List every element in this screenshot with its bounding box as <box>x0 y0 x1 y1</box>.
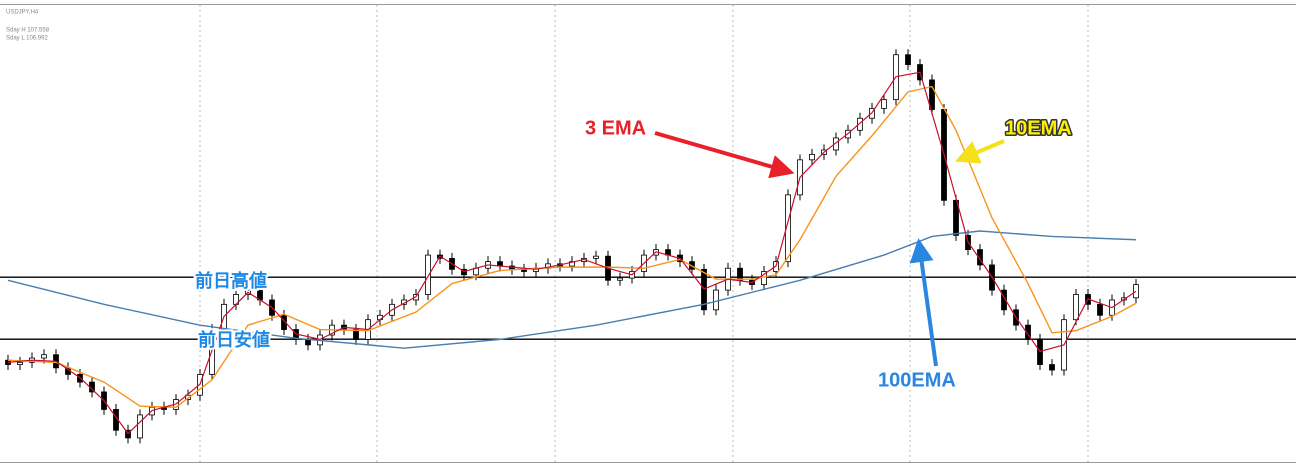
candle-body <box>137 414 143 439</box>
candle-body <box>593 255 599 259</box>
candle-body <box>737 267 743 281</box>
candle-body <box>617 277 623 281</box>
plot <box>0 49 1296 444</box>
candle-body <box>1097 303 1103 316</box>
line-annotation: 10EMA <box>1005 117 1072 139</box>
candle-body <box>17 361 23 365</box>
candle-body <box>1025 324 1031 340</box>
arrows <box>654 131 1005 367</box>
candle-body <box>785 194 791 263</box>
arrow <box>654 131 795 179</box>
ema-line <box>7 85 1137 408</box>
line-annotation: 100EMA <box>878 369 956 391</box>
candle-body <box>353 329 359 340</box>
level-label: 前日安値 <box>198 329 270 350</box>
candle-body <box>809 153 815 161</box>
candle-body <box>425 254 431 295</box>
candle-body <box>881 99 887 109</box>
candle-body <box>905 54 911 65</box>
candle-body <box>713 289 719 311</box>
symbol-label: USDJPY,H4 <box>6 10 39 16</box>
level-label: 前日高値 <box>195 270 267 291</box>
candle-body <box>1073 294 1079 321</box>
info-label: Sday L 106.992 <box>6 36 48 42</box>
candle-body <box>1049 364 1055 371</box>
candle-body <box>1001 289 1007 311</box>
candle-body <box>857 117 863 131</box>
candle-body <box>833 137 839 151</box>
candle-body <box>977 249 983 266</box>
info-label: Sday H 107.558 <box>6 28 50 34</box>
ema-line <box>7 71 1137 435</box>
candle-body <box>281 314 287 330</box>
line-annotation: 3 EMA <box>585 117 646 139</box>
candle-body <box>929 79 935 110</box>
candle-body <box>41 354 47 359</box>
arrow <box>954 139 1005 164</box>
ema-line <box>7 230 1137 349</box>
arrow <box>909 238 938 367</box>
